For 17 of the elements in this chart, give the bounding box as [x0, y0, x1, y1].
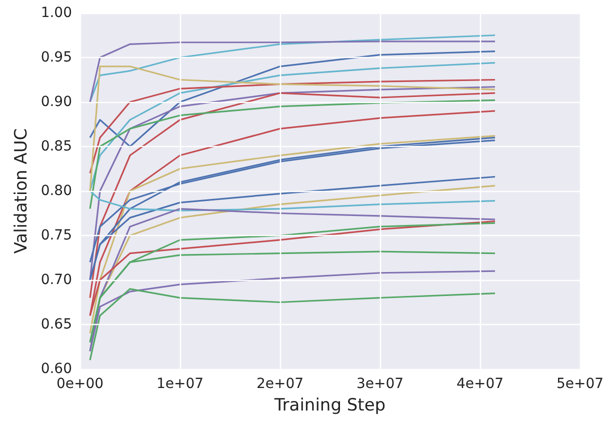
- x-tick-label: 2e+07: [256, 376, 304, 392]
- y-axis-title: Validation AUC: [11, 128, 32, 254]
- y-tick-label: 0.95: [40, 50, 72, 66]
- y-tick-label: 0.90: [40, 94, 72, 110]
- y-tick-label: 0.60: [40, 361, 72, 377]
- y-tick-label: 0.80: [40, 183, 72, 199]
- x-tick-label: 1e+07: [156, 376, 204, 392]
- y-tick-label: 0.70: [40, 272, 72, 288]
- y-tick-label: 0.75: [40, 228, 72, 244]
- x-tick-label: 3e+07: [356, 376, 404, 392]
- x-tick-label: 0e+00: [56, 376, 104, 392]
- y-tick-label: 1.00: [40, 5, 72, 21]
- y-tick-label: 0.65: [40, 316, 72, 332]
- x-axis-title: Training Step: [273, 396, 386, 416]
- x-tick-label: 4e+07: [456, 376, 504, 392]
- y-tick-label: 0.85: [40, 138, 72, 154]
- x-tick-label: 5e+07: [556, 376, 604, 392]
